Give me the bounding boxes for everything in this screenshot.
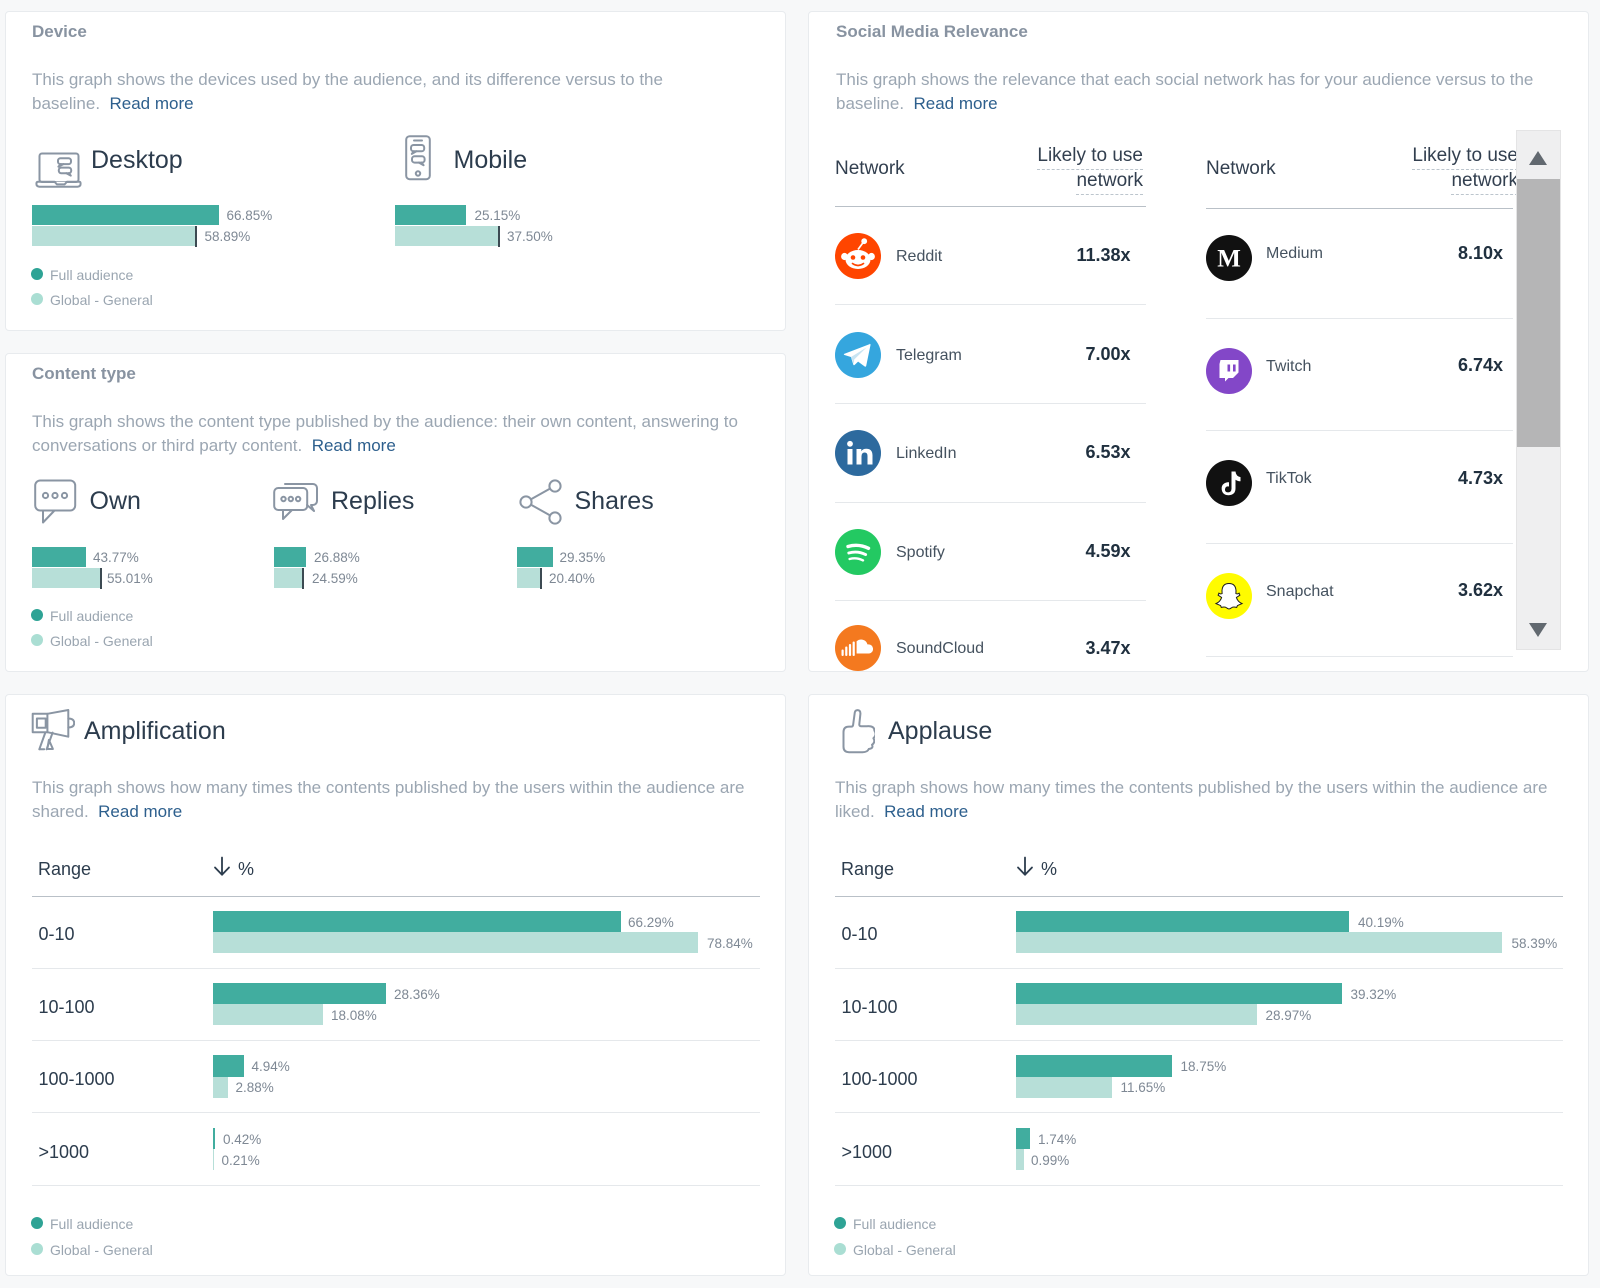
svg-text:M: M <box>1217 246 1241 273</box>
